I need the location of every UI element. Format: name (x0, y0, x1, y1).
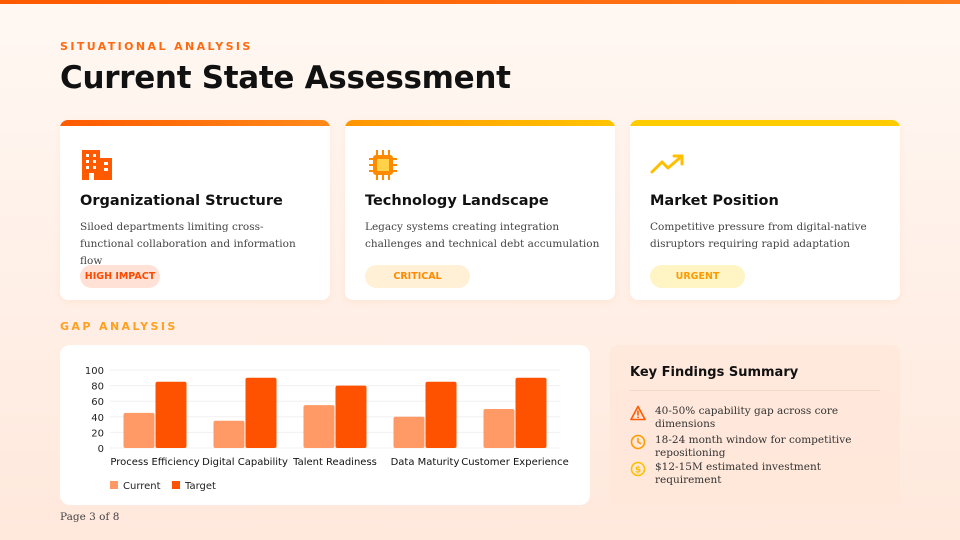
urgent-badge: URGENT (650, 265, 745, 288)
y-tick-label: 0 (98, 444, 104, 455)
card-description: Siloed departments limiting cross-functi… (80, 221, 296, 267)
finding-text: 40-50% capability gap across core dimens… (655, 405, 839, 430)
y-tick-label: 40 (91, 413, 104, 424)
x-tick-label: Digital Capability (202, 457, 288, 468)
card-accent-bar (630, 120, 900, 126)
svg-text:$: $ (635, 465, 641, 475)
finding-item: 40-50% capability gap across core dimens… (630, 405, 890, 431)
page-number: Page 3 of 8 (60, 511, 120, 523)
trend-up-icon (650, 154, 684, 174)
legend-label: Current (123, 481, 161, 492)
card-technology-landscape: Technology Landscape Legacy systems crea… (345, 120, 615, 300)
y-tick-label: 60 (91, 397, 104, 408)
warning-icon (630, 405, 646, 421)
bar-current (393, 416, 425, 448)
bar-current (213, 420, 245, 448)
clock-icon (630, 434, 646, 450)
bar-target (425, 381, 457, 448)
card-title: Technology Landscape (365, 193, 549, 209)
bar-target (155, 381, 187, 448)
bar-target (515, 377, 547, 448)
card-organizational-structure: Organizational Structure Siloed departme… (60, 120, 330, 300)
card-description: Legacy systems creating integration chal… (365, 221, 600, 250)
card-accent-bar (60, 120, 330, 126)
x-tick-label: Process Efficiency (110, 457, 199, 468)
card-title: Market Position (650, 193, 779, 209)
card-title: Organizational Structure (80, 193, 283, 209)
chip-icon (369, 150, 397, 180)
dollar-icon: $ (630, 461, 646, 477)
building-icon (82, 150, 112, 180)
top-accent-bar (0, 0, 960, 4)
finding-item: $ $12-15M estimated investment requireme… (630, 461, 890, 487)
section-eyebrow: SITUATIONAL ANALYSIS (60, 40, 253, 53)
bar-current (303, 405, 335, 448)
bar-target (335, 385, 367, 448)
bar-current (123, 412, 155, 448)
finding-item: 18-24 month window for competitive repos… (630, 434, 890, 460)
y-tick-label: 100 (85, 366, 104, 377)
bar-chart: 0 20 40 60 80 100 Process Efficiency Digital Ca… (85, 366, 569, 492)
y-tick-label: 80 (91, 382, 104, 393)
key-findings-panel: Key Findings Summary 40-50% capability g… (610, 345, 900, 505)
legend-swatch (172, 481, 180, 489)
page-title: Current State Assessment (60, 60, 511, 96)
gap-analysis-chart: 0 20 40 60 80 100 Process Efficiency Digital Ca… (60, 345, 590, 505)
critical-badge: CRITICAL (365, 265, 470, 288)
summary-divider (630, 390, 880, 391)
gap-analysis-label: GAP ANALYSIS (60, 320, 178, 333)
bar-current (483, 409, 515, 448)
finding-text: $12-15M estimated investment requirement (655, 461, 821, 486)
y-tick-label: 20 (91, 428, 104, 439)
summary-title: Key Findings Summary (630, 365, 799, 380)
card-market-position: Market Position Competitive pressure fro… (630, 120, 900, 300)
card-description: Competitive pressure from digital-native… (650, 221, 867, 250)
legend-label: Target (184, 481, 216, 492)
x-tick-label: Talent Readiness (292, 457, 377, 468)
bar-target (245, 377, 277, 448)
legend-swatch (110, 481, 118, 489)
x-tick-label: Data Maturity (391, 457, 460, 468)
card-accent-bar (345, 120, 615, 126)
x-tick-label: Customer Experience (461, 457, 569, 468)
impact-badge: HIGH IMPACT (80, 265, 160, 288)
finding-text: 18-24 month window for competitive repos… (655, 434, 852, 459)
